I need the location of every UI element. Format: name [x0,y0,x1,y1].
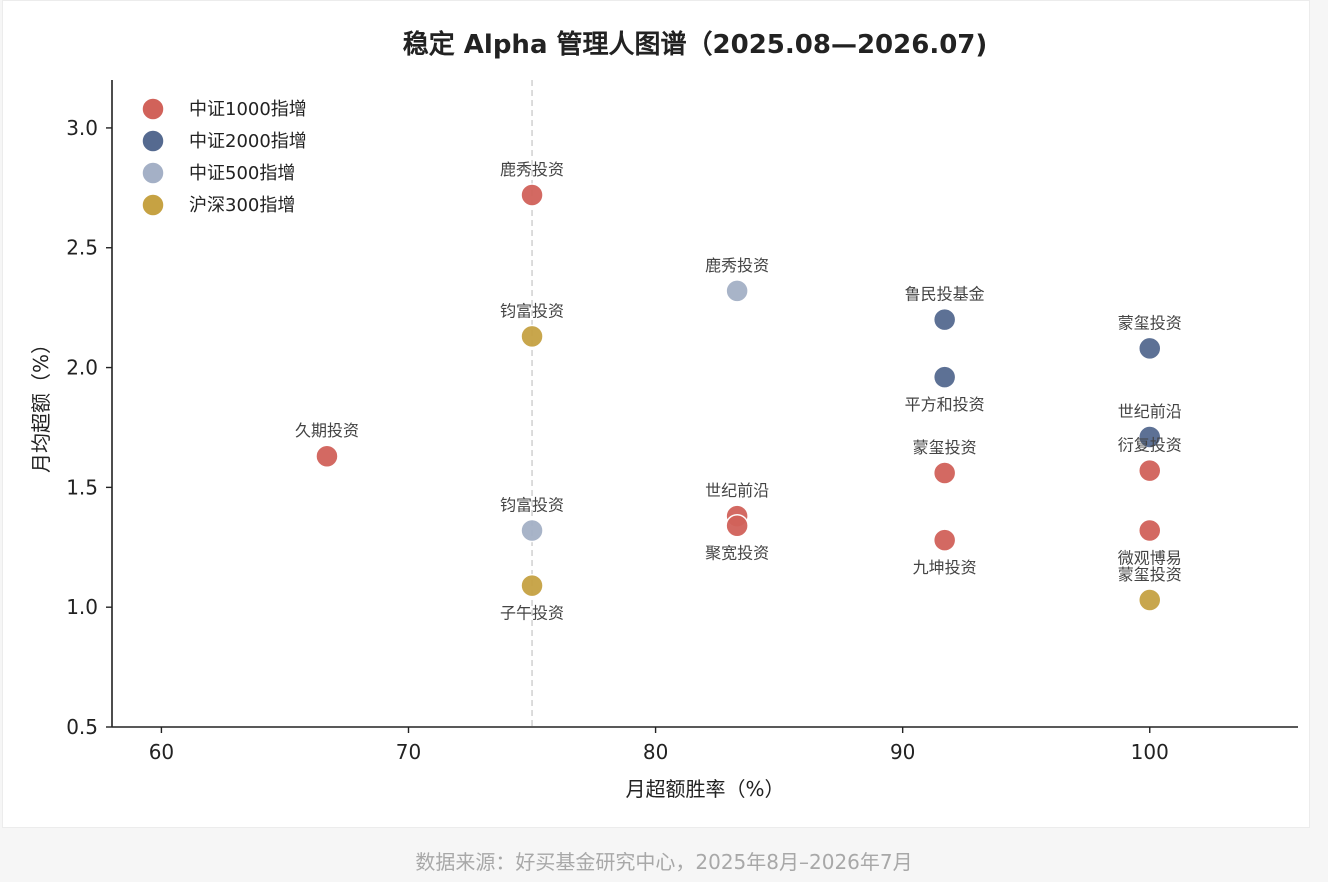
legend-label: 中证2000指增 [189,131,307,152]
data-point [1138,588,1162,612]
source-note: 数据来源：好买基金研究中心，2025年8月–2026年7月 [415,850,913,874]
point-label: 平方和投资 [905,395,985,414]
x-tick-label: 70 [396,740,421,764]
point-label: 鲁民投基金 [905,285,985,304]
point-label: 世纪前沿 [705,481,769,500]
point-label: 蒙玺投资 [913,438,977,457]
data-point [932,528,957,552]
scatter-chart: 稳定 Alpha 管理人图谱（2025.08—2026.07) 60 70 80 90… [29,29,1298,801]
legend-marker [141,161,165,185]
x-tick-label: 60 [149,740,174,764]
data-point [932,461,957,485]
x-tick-label: 90 [890,740,915,764]
legend-marker [141,193,165,217]
data-point [1138,336,1162,361]
point-label: 蒙玺投资 [1118,565,1182,584]
legend-label: 中证500指增 [189,163,295,184]
data-point [520,518,544,543]
x-axis-label: 月超额胜率（%） [625,777,784,801]
y-tick-label: 2.5 [66,236,98,260]
point-label: 久期投资 [295,421,359,440]
point-label: 钧富投资 [500,301,564,320]
y-axis-label: 月均超额（%） [29,334,53,473]
point-label: 九坤投资 [913,558,977,577]
data-point [932,365,957,389]
chart-title: 稳定 Alpha 管理人图谱（2025.08—2026.07) [403,29,988,60]
x-tick-label: 100 [1131,740,1169,764]
y-tick-label: 0.5 [66,715,98,739]
point-label: 钧富投资 [500,496,564,515]
y-tick-label: 1.5 [66,475,98,499]
data-point [520,183,544,207]
point-label: 衍复投资 [1118,436,1182,455]
y-tick-label: 1.0 [66,595,98,619]
chart-card: 稳定 Alpha 管理人图谱（2025.08—2026.07) 60 70 80 90… [2,0,1310,828]
y-tick-label: 3.0 [66,116,98,140]
data-point [315,444,339,468]
point-label: 聚宽投资 [705,544,769,563]
point-label: 世纪前沿 [1118,402,1182,421]
point-label: 鹿秀投资 [500,160,564,179]
data-point [520,573,544,598]
data-point [1138,425,1162,449]
y-tick-label: 2.0 [66,356,98,380]
data-point [520,324,544,349]
legend-marker [141,129,165,153]
data-point [1138,458,1162,483]
data-point [725,513,749,538]
data-point [932,307,957,332]
point-label: 蒙玺投资 [1118,313,1182,332]
point-label: 微观博易 [1118,549,1182,568]
legend-label: 中证1000指增 [189,99,307,120]
point-label: 鹿秀投资 [705,256,769,275]
x-tick-label: 80 [643,740,668,764]
legend-label: 沪深300指增 [189,195,295,216]
data-point [1138,518,1162,543]
legend-marker [141,97,165,121]
data-point [725,279,749,303]
point-label: 子午投资 [500,604,564,623]
